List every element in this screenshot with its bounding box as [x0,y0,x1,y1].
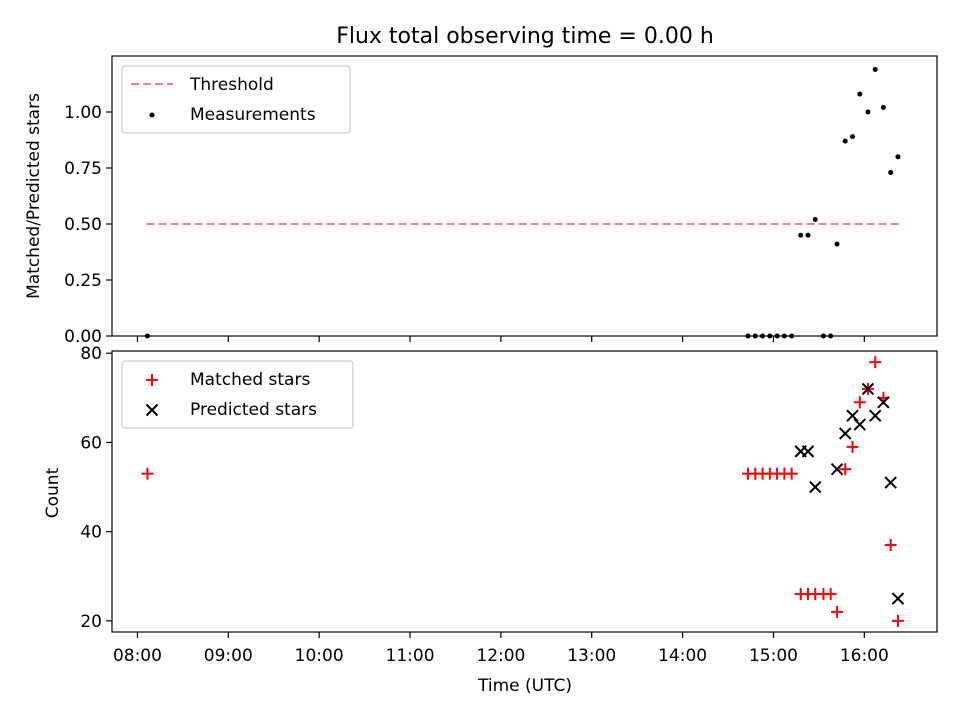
top-y-tick-label: 1.00 [64,103,102,123]
legend-predicted-swatch [145,403,159,417]
predicted-star-point [853,418,866,431]
predicted-star-point [869,409,882,422]
matched-star-point [846,440,859,453]
measurement-point [798,232,804,238]
predicted-star-point [861,382,875,396]
predicted-star-point [830,462,844,476]
predicted-star-point [884,476,897,489]
matched-star-point [891,614,904,627]
bottom-x-tick-label: 14:00 [658,646,707,666]
predicted-star-point [801,445,815,458]
predicted-star-point [846,409,859,422]
matched-star-point [824,588,837,601]
legend-matched-swatch [146,374,158,386]
bottom-x-tick-label: 11:00 [386,646,435,666]
measurement-point [880,105,886,111]
measurement-point [857,91,863,97]
bottom-x-axis-label: Time (UTC) [477,676,572,696]
bottom-legend-frame [121,360,354,429]
measurement-point [895,154,901,160]
top-y-ticks: 0.00 0.25 0.50 0.75 1.00 [64,103,112,347]
bottom-y-tick-label: 60 [80,433,102,453]
matched-star-point [785,467,798,480]
legend-measurements-swatch [149,112,155,118]
matched-star-point [141,467,154,480]
bottom-x-tick-label: 09:00 [204,646,253,666]
bottom-y-tick-label: 80 [80,344,102,364]
matched-star-point [869,356,882,369]
measurement-point [872,66,878,72]
bottom-x-tick-label: 16:00 [840,646,889,666]
measurement-point [805,232,811,238]
measurement-point [842,138,848,144]
top-legend-frame [121,65,351,134]
top-y-tick-label: 0.25 [64,271,102,291]
top-x-ticks [136,336,865,342]
measurement-point [865,109,871,115]
predicted-star-point [891,592,905,605]
bottom-x-ticks: 08:00 09:00 10:00 11:00 12:00 13:00 14:00 15:00… [113,632,889,666]
bottom-y-tick-label: 20 [80,612,102,632]
measurement-point [812,217,818,223]
bottom-panel: 20 40 60 80 08:00 09:00 10:00 11:00 12:00 13:00 1… [43,344,938,696]
bottom-x-tick-label: 08:00 [113,646,162,666]
measurement-point [834,241,840,247]
bottom-legend: Matched stars Predicted stars [121,360,354,429]
top-y-axis-label: Matched/Predicted stars [24,93,44,299]
legend-matched-label: Matched stars [190,370,310,390]
matched-star-point [839,463,852,476]
legend-predicted-marker [145,403,159,417]
top-y-tick-label: 0.00 [64,327,102,347]
measurement-point [888,169,894,175]
predicted-star-points [794,382,905,605]
bottom-x-tick-label: 13:00 [567,646,616,666]
bottom-x-tick-label: 10:00 [295,646,344,666]
matched-star-point [831,605,844,618]
top-y-tick-label: 0.75 [64,159,102,179]
top-legend: Threshold Measurements [121,65,351,134]
measurement-point [850,134,856,140]
top-axes-frame [111,55,938,337]
bottom-y-axis-label: Count [43,467,63,518]
top-y-tick-label: 0.50 [64,215,102,235]
bottom-y-tick-label: 40 [80,523,102,543]
matched-star-point [853,396,866,409]
bottom-x-tick-label: 12:00 [476,646,525,666]
bottom-x-tick-label: 15:00 [749,646,798,666]
predicted-star-point [877,396,890,409]
legend-matched-marker [146,374,158,386]
legend-measurements-label: Measurements [190,105,316,125]
predicted-star-point [839,427,852,440]
bottom-axes-frame [111,350,938,633]
legend-threshold-label: Threshold [189,75,274,95]
chart-title: Flux total observing time = 0.00 h [336,24,714,49]
matched-star-point [884,539,897,552]
legend-predicted-label: Predicted stars [190,400,317,420]
predicted-star-point [809,480,822,494]
bottom-y-ticks: 20 40 60 80 [80,344,112,632]
top-panel: 0.00 0.25 0.50 0.75 1.00 Matched/Predicted s… [24,55,938,347]
